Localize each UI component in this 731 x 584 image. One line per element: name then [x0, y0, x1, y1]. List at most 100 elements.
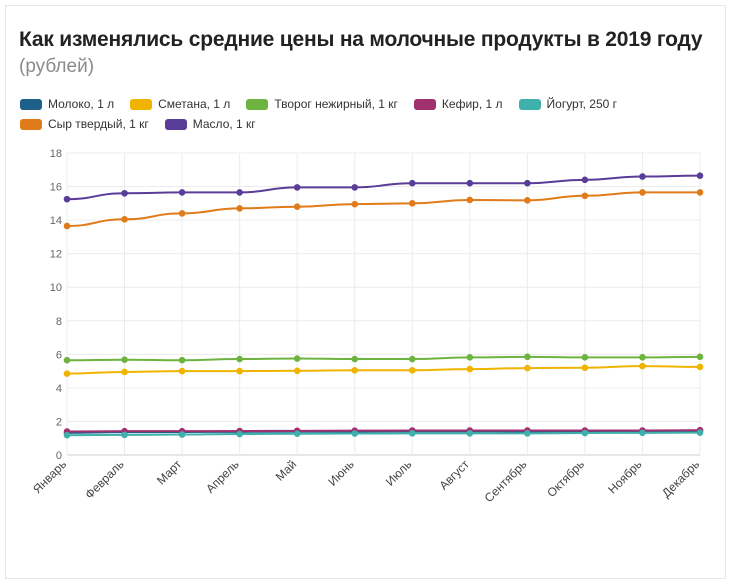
data-point-6-11	[696, 172, 704, 179]
data-point-1-9	[581, 364, 589, 372]
legend-label-yogurt: Йогурт, 250 г	[546, 97, 618, 111]
data-point-1-7	[466, 365, 474, 373]
data-point-1-11	[696, 363, 704, 371]
data-point-6-3	[236, 189, 243, 196]
legend-swatch-kefir	[413, 98, 436, 110]
x-tick-label-2: Март	[154, 457, 185, 488]
chart-legend: Молоко, 1 л Сметана, 1 л Творог нежирный…	[20, 94, 710, 134]
data-point-1-8	[524, 364, 531, 372]
data-point-5-2	[178, 210, 186, 217]
series-line-4	[66, 431, 701, 437]
x-tick-label-4: Май	[273, 457, 300, 484]
data-point-6-10	[639, 173, 646, 180]
series-2	[63, 353, 704, 364]
data-point-1-5	[351, 366, 359, 374]
legend-label-kefir: Кефир, 1 л	[441, 97, 503, 111]
series-line-5	[66, 191, 700, 227]
data-point-2-8	[524, 353, 531, 361]
data-point-2-2	[178, 356, 186, 364]
data-point-5-7	[466, 196, 474, 204]
legend-swatch-butter	[164, 118, 187, 130]
data-point-4-0	[63, 431, 71, 439]
data-point-4-7	[466, 430, 474, 437]
legend-swatch-milk	[20, 98, 42, 110]
legend-item-hard-cheese[interactable]: Сыр твердый, 1 кг	[20, 117, 149, 131]
legend-item-cottage-cheese[interactable]: Творог нежирный, 1 кг	[246, 97, 398, 111]
legend-swatch-hard-cheese	[20, 118, 42, 130]
y-tick-label-4: 4	[56, 383, 62, 395]
data-point-2-10	[639, 354, 646, 361]
data-point-1-2	[178, 367, 186, 375]
data-point-6-5	[351, 184, 359, 191]
legend-row-2: Сыр твердый, 1 кг Масло, 1 кг	[20, 114, 710, 134]
series-5	[63, 189, 704, 230]
data-point-4-10	[639, 429, 646, 437]
data-point-6-2	[178, 189, 186, 196]
data-point-5-10	[639, 189, 646, 196]
legend-swatch-sour-cream	[130, 98, 153, 110]
legend-item-sour-cream[interactable]: Сметана, 1 л	[130, 97, 230, 111]
data-point-2-11	[696, 353, 704, 361]
x-tick-label-3: Апрель	[203, 457, 242, 496]
x-tick-label-8: Сентябрь	[482, 457, 530, 505]
series-line-6	[66, 174, 701, 201]
data-point-5-9	[581, 192, 589, 200]
data-point-6-9	[581, 176, 589, 184]
data-point-2-7	[466, 354, 474, 361]
data-point-5-3	[236, 205, 243, 212]
data-point-1-0	[63, 370, 71, 377]
chart-subtitle: (рублей)	[19, 56, 95, 77]
data-point-4-8	[524, 430, 531, 437]
data-point-5-8	[524, 197, 531, 204]
data-point-4-6	[408, 430, 416, 437]
data-point-1-3	[236, 367, 243, 375]
x-axis-ticks: Январь Февраль Март Апрель Май Июнь Июль Август…	[30, 457, 702, 505]
data-point-2-3	[236, 355, 243, 363]
x-tick-label-5: Июнь	[325, 457, 356, 488]
data-point-6-6	[408, 179, 416, 187]
x-tick-label-6: Июль	[383, 457, 415, 489]
data-point-2-5	[351, 355, 359, 363]
data-point-6-0	[63, 195, 71, 203]
legend-swatch-yogurt	[518, 98, 541, 110]
data-point-5-11	[696, 189, 704, 196]
legend-item-butter[interactable]: Масло, 1 кг	[164, 117, 256, 131]
data-point-1-4	[293, 367, 301, 375]
data-point-2-6	[408, 355, 416, 363]
x-tick-label-1: Февраль	[82, 457, 126, 501]
data-point-4-9	[581, 429, 589, 437]
chart-card	[5, 5, 726, 579]
chart-series	[63, 172, 704, 439]
y-axis-ticks: 0 2 4 6 8 10 12 14 16 18	[50, 148, 62, 462]
data-point-6-7	[466, 179, 474, 187]
data-point-2-4	[293, 355, 301, 362]
legend-row-1: Молоко, 1 л Сметана, 1 л Творог нежирный…	[20, 94, 710, 114]
data-point-6-1	[121, 189, 128, 197]
y-tick-label-2: 2	[56, 416, 62, 428]
series-line-3	[66, 429, 701, 433]
chart-grid	[66, 152, 701, 456]
legend-item-yogurt[interactable]: Йогурт, 250 г	[518, 97, 618, 111]
legend-item-kefir[interactable]: Кефир, 1 л	[413, 97, 503, 111]
data-point-2-9	[581, 354, 589, 361]
y-tick-label-16: 16	[50, 182, 62, 194]
data-point-5-0	[63, 222, 71, 230]
legend-label-cottage-cheese: Творог нежирный, 1 кг	[274, 97, 398, 111]
y-tick-label-14: 14	[50, 215, 62, 227]
data-point-6-4	[293, 184, 301, 191]
series-1	[63, 362, 704, 377]
data-point-1-10	[639, 362, 646, 370]
data-point-4-2	[178, 431, 186, 438]
legend-item-milk[interactable]: Молоко, 1 л	[20, 97, 114, 111]
data-point-4-4	[293, 430, 301, 437]
x-tick-label-7: Август	[436, 457, 472, 493]
data-point-5-6	[408, 200, 416, 207]
x-tick-label-10: Ноябрь	[605, 457, 644, 496]
x-tick-label-9: Октябрь	[544, 457, 587, 500]
y-tick-label-18: 18	[50, 148, 62, 160]
y-tick-label-10: 10	[50, 282, 62, 294]
data-point-5-1	[121, 215, 128, 223]
data-point-4-3	[236, 430, 243, 438]
chart-title: Как изменялись средние цены на молочные …	[19, 28, 703, 51]
y-tick-label-0: 0	[56, 450, 62, 462]
